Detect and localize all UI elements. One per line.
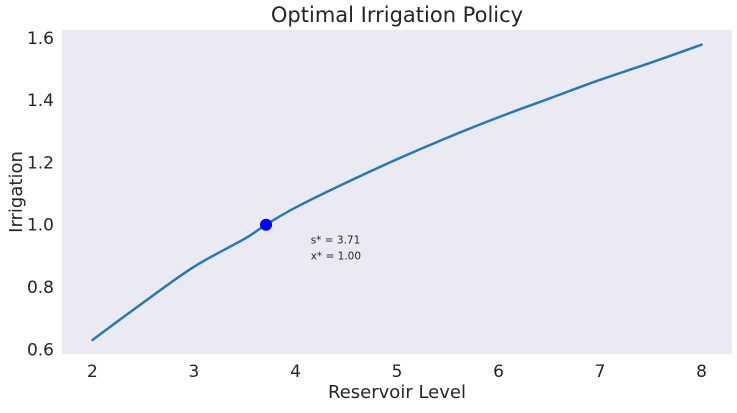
chart-title: Optimal Irrigation Policy [271,3,523,27]
policy-line [91,43,703,342]
x-tick-label: 7 [595,362,606,382]
x-tick-label: 4 [290,362,301,382]
annotation-s-star: s* = 3.71 [311,234,361,246]
y-tick-label: 1.6 [27,29,54,49]
x-tick-label: 3 [189,362,200,382]
y-tick-label: 1.0 [27,216,54,236]
y-tick-label: 0.8 [27,278,54,298]
y-tick-label: 1.4 [27,91,54,111]
annotation: s* = 3.71 x* = 1.00 [311,234,361,262]
y-tick-label: 1.2 [27,153,54,173]
x-axis-ticks: 2 3 4 5 6 7 8 [87,362,707,382]
y-axis-ticks: 0.6 0.8 1.0 1.2 1.4 1.6 [27,29,54,361]
optimal-point [260,218,273,231]
x-tick-label: 5 [392,362,403,382]
x-tick-label: 8 [696,362,707,382]
y-tick-label: 0.6 [27,340,54,360]
y-axis-label: Irrigation [6,151,27,233]
plot-background [62,30,732,354]
annotation-x-star: x* = 1.00 [311,250,361,262]
x-tick-label: 2 [87,362,98,382]
x-tick-label: 6 [493,362,504,382]
x-axis-label: Reservoir Level [328,382,466,403]
